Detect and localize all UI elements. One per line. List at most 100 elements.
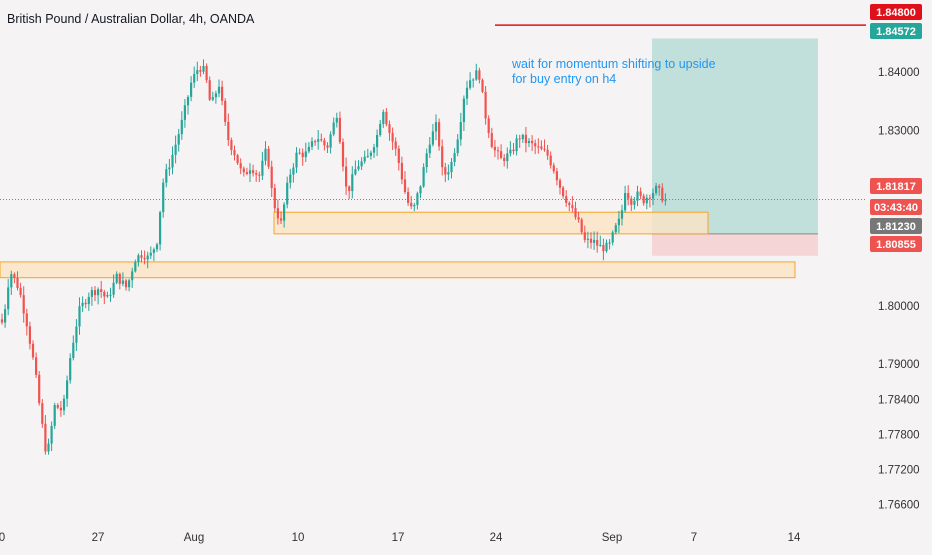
candle-body	[174, 144, 177, 155]
candle-body	[202, 65, 205, 72]
candle	[22, 286, 25, 323]
candle	[165, 163, 168, 188]
candle	[599, 235, 602, 247]
candle	[543, 139, 546, 152]
candle	[93, 285, 97, 302]
candle-body	[103, 291, 106, 297]
candle-body	[345, 166, 348, 187]
candle-body	[273, 187, 276, 209]
candle	[53, 402, 56, 429]
candle	[531, 135, 534, 152]
candle	[521, 133, 524, 143]
candle	[338, 111, 341, 145]
candle	[100, 280, 103, 298]
candle-body	[391, 132, 394, 142]
price-tag-label: 1.80855	[876, 239, 916, 251]
candles	[0, 59, 667, 455]
candle-body	[527, 140, 531, 144]
candle	[487, 115, 490, 139]
candle-body	[283, 204, 286, 221]
candle-body	[118, 273, 121, 284]
candle	[31, 340, 35, 360]
candle	[270, 160, 273, 197]
candle-body	[348, 186, 351, 192]
candle	[447, 164, 450, 181]
candle	[602, 238, 605, 261]
candle-body	[53, 405, 56, 426]
annotation-line-1[interactable]: wait for momentum shifting to upside	[511, 57, 716, 71]
candle-body	[289, 174, 292, 183]
candle	[627, 185, 630, 206]
candle	[558, 178, 562, 195]
annotation-line-2[interactable]: for buy entry on h4	[512, 72, 616, 86]
x-axis[interactable]: 0 27 Aug 10 17 24 Sep 7 14	[0, 532, 801, 544]
candle	[605, 239, 608, 253]
candle	[546, 144, 549, 160]
candle	[307, 142, 310, 154]
candle-body	[382, 111, 385, 124]
candle	[348, 185, 351, 200]
candle	[624, 185, 627, 213]
candle-body	[624, 193, 627, 211]
candle-body	[93, 290, 97, 296]
candle-body	[56, 405, 59, 408]
candle	[524, 126, 527, 153]
candle	[199, 65, 202, 77]
candle	[171, 146, 174, 175]
candle-body	[193, 74, 196, 83]
candle-body	[214, 93, 217, 98]
candle	[152, 247, 155, 262]
candle	[267, 145, 270, 169]
candle-body	[112, 282, 115, 295]
candle-body	[642, 195, 645, 204]
y-tick-label: 1.78400	[878, 394, 920, 406]
candle-body	[620, 210, 624, 219]
candle	[642, 193, 645, 206]
candle-body	[270, 166, 273, 188]
candle	[208, 76, 211, 102]
candle-body	[664, 199, 667, 201]
candle-body	[524, 134, 527, 144]
candle-body	[531, 140, 534, 144]
x-tick-label: Aug	[184, 532, 204, 544]
candle	[369, 150, 372, 160]
support-zones[interactable]	[0, 211, 796, 279]
candle	[620, 204, 624, 226]
candle	[186, 95, 190, 115]
candle-body	[75, 326, 78, 343]
candle	[177, 128, 180, 152]
price-tag: 1.80855	[870, 236, 922, 252]
candle	[472, 78, 475, 88]
candle-body	[44, 423, 47, 452]
candle-body	[608, 242, 611, 244]
candle-body	[22, 295, 25, 314]
price-tag-bg	[870, 178, 922, 194]
price-tag: 1.81817	[870, 178, 922, 194]
position-tool[interactable]	[652, 38, 818, 256]
candle-body	[571, 205, 574, 209]
price-tags: 1.84800 1.84572 1.81817 03:43:40 1.81230 1.80…	[870, 4, 922, 252]
candle	[391, 127, 394, 151]
price-tag-bg	[870, 23, 922, 39]
candle	[183, 98, 186, 128]
candle	[264, 141, 267, 166]
candle-body	[341, 142, 345, 167]
candle-body	[450, 161, 453, 173]
candle	[555, 167, 558, 186]
candle-body	[636, 191, 639, 201]
candle	[261, 151, 264, 181]
candle	[317, 130, 320, 150]
candle	[518, 134, 521, 148]
candle-body	[286, 182, 289, 205]
candle	[534, 139, 537, 155]
candle-body	[131, 271, 134, 281]
candle	[537, 138, 540, 154]
price-lines	[0, 24, 866, 201]
candle	[128, 278, 131, 292]
candle-body	[314, 141, 317, 143]
candle-body	[159, 212, 162, 245]
candle	[168, 159, 171, 176]
candle	[329, 131, 332, 154]
